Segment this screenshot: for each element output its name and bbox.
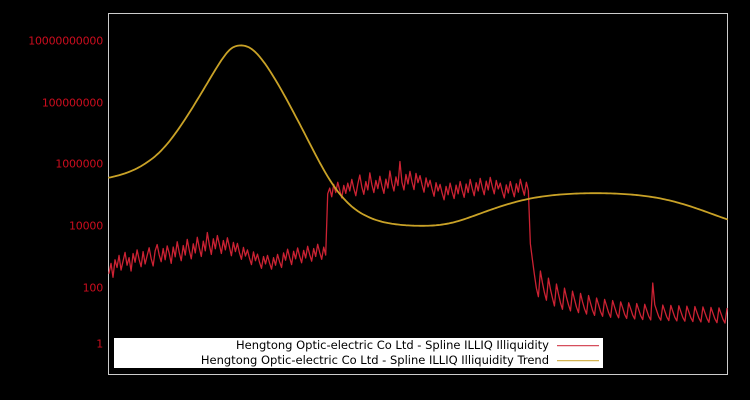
ytick-label-3: 10000 <box>69 219 103 233</box>
plot-frame <box>108 13 728 375</box>
legend-swatch-illiquidity <box>557 340 599 351</box>
legend-label-illiquidity: Hengtong Optic-electric Co Ltd - Spline … <box>236 338 549 352</box>
ytick-label-2: 100 <box>82 281 104 295</box>
legend-entry-illiquidity-trend: Hengtong Optic-electric Co Ltd - Spline … <box>114 353 603 368</box>
ytick-label-1: 1 <box>96 337 103 351</box>
ytick-label-5: 100000000 <box>41 96 103 110</box>
ytick-label-6: 10000000000 <box>28 34 103 48</box>
legend-swatch-illiquidity-trend <box>557 355 599 366</box>
ytick-label-4: 1000000 <box>55 157 103 171</box>
legend-label-illiquidity-trend: Hengtong Optic-electric Co Ltd - Spline … <box>200 353 549 367</box>
series-layer <box>108 44 728 324</box>
chart-legend: Hengtong Optic-electric Co Ltd - Spline … <box>114 338 603 368</box>
series-line-illiquidity-trend <box>108 44 728 227</box>
series-line-illiquidity <box>108 160 728 324</box>
legend-entry-illiquidity: Hengtong Optic-electric Co Ltd - Spline … <box>114 338 603 353</box>
